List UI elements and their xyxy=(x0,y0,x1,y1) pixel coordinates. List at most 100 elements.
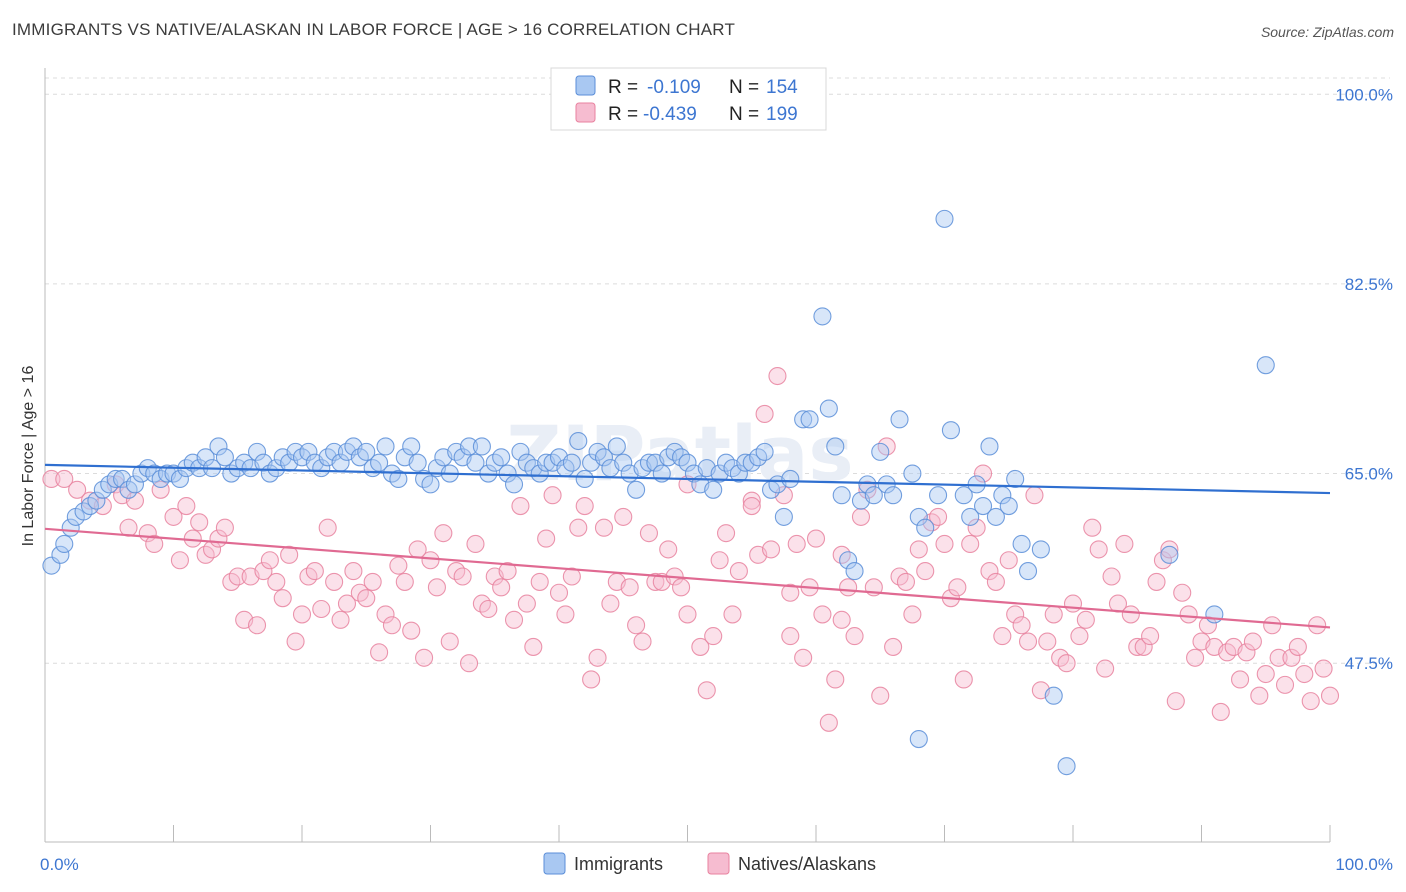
natives-point-153 xyxy=(1083,518,1102,537)
natives-point-162 xyxy=(1141,627,1160,646)
y-tick-label-1: 82.5% xyxy=(1345,275,1393,294)
natives-point-126 xyxy=(909,540,928,559)
natives-point-161 xyxy=(1134,637,1153,656)
y-tick-label-3: 47.5% xyxy=(1345,654,1393,673)
natives-point-160 xyxy=(1128,637,1147,656)
y-tick-label-0: 100.0% xyxy=(1335,85,1393,104)
natives-point-116 xyxy=(845,627,864,646)
x-tick-label-1: 100.0% xyxy=(1335,855,1393,874)
natives-point-15 xyxy=(183,529,202,548)
natives-point-158 xyxy=(1115,534,1134,554)
natives-point-64 xyxy=(498,562,517,581)
immigrants-point-89 xyxy=(614,453,633,472)
immigrants-trend-line xyxy=(44,463,1331,495)
natives-point-194 xyxy=(832,610,851,629)
natives-point-104 xyxy=(768,366,787,386)
natives-point-117 xyxy=(851,507,871,526)
natives-point-154 xyxy=(1089,540,1108,559)
immigrants-point-111 xyxy=(755,442,774,461)
immigrants-point-116 xyxy=(794,410,813,429)
immigrants-point-145 xyxy=(1006,469,1025,489)
source-credit: Source: ZipAtlas.com xyxy=(1260,24,1394,40)
natives-point-13 xyxy=(170,551,189,570)
legend-bottom-label-natives: Natives/Alaskans xyxy=(738,854,876,874)
natives-point-10 xyxy=(145,534,164,554)
natives-point-43 xyxy=(363,572,382,591)
natives-point-34 xyxy=(305,562,324,581)
immigrants-point-135 xyxy=(935,209,954,228)
immigrants-point-134 xyxy=(929,486,948,505)
immigrants-point-71 xyxy=(498,464,517,483)
natives-point-20 xyxy=(215,518,234,537)
immigrants-point-149 xyxy=(1044,686,1063,705)
immigrants-point-130 xyxy=(890,410,909,429)
immigrants-point-88 xyxy=(607,437,626,456)
natives-point-185 xyxy=(1288,637,1307,656)
immigrants-point-42 xyxy=(312,459,331,478)
natives-point-44 xyxy=(370,643,389,662)
natives-point-87 xyxy=(646,572,665,591)
immigrants-points xyxy=(42,209,1275,776)
natives-point-159 xyxy=(1121,605,1140,624)
natives-point-8 xyxy=(125,491,144,510)
legend-swatch-natives xyxy=(575,102,596,123)
immigrants-point-65 xyxy=(459,437,479,456)
natives-point-142 xyxy=(1012,616,1031,635)
natives-point-143 xyxy=(1018,632,1038,651)
immigrants-point-32 xyxy=(247,442,267,461)
immigrants-point-144 xyxy=(999,497,1018,516)
natives-point-12 xyxy=(164,507,183,526)
immigrants-point-107 xyxy=(729,464,748,483)
tick-labels: 100.0% 82.5% 65.0% 47.5% 0.0% 100.0% xyxy=(40,85,1393,874)
immigrants-point-127 xyxy=(871,442,890,461)
natives-point-94 xyxy=(697,681,716,700)
natives-point-49 xyxy=(402,621,421,640)
immigrants-point-126 xyxy=(864,486,883,505)
immigrants-point-93 xyxy=(639,453,659,472)
natives-point-166 xyxy=(1166,692,1185,711)
natives-point-99 xyxy=(729,562,748,581)
natives-point-138 xyxy=(986,572,1005,591)
natives-point-82 xyxy=(614,507,633,526)
legend-n-value-immigrants: 154 xyxy=(766,77,798,98)
natives-point-25 xyxy=(247,616,267,635)
natives-point-14 xyxy=(177,497,196,516)
legend-n-label-immigrants: N = xyxy=(729,77,759,98)
immigrants-point-13 xyxy=(125,475,144,494)
natives-point-16 xyxy=(190,513,209,532)
legend-bottom-swatch-immigrants xyxy=(543,852,566,875)
natives-point-22 xyxy=(228,567,247,586)
natives-point-97 xyxy=(716,524,736,543)
immigrants-point-129 xyxy=(884,486,903,505)
natives-point-132 xyxy=(948,578,967,597)
natives-point-36 xyxy=(318,518,337,537)
natives-point-65 xyxy=(504,610,524,629)
natives-point-151 xyxy=(1070,627,1089,646)
natives-point-89 xyxy=(659,540,678,559)
natives-point-53 xyxy=(427,578,446,597)
natives-point-147 xyxy=(1044,605,1063,624)
natives-point-100 xyxy=(742,491,761,510)
natives-point-77 xyxy=(582,670,601,689)
natives-point-110 xyxy=(806,529,826,548)
immigrants-point-150 xyxy=(1057,757,1076,776)
natives-point-125 xyxy=(903,605,922,624)
natives-point-112 xyxy=(819,713,838,732)
natives-point-183 xyxy=(1275,675,1295,694)
natives-point-178 xyxy=(1243,632,1262,651)
axes xyxy=(44,68,1331,843)
natives-point-113 xyxy=(826,670,845,689)
natives-point-140 xyxy=(999,551,1018,570)
immigrants-point-125 xyxy=(858,475,877,494)
immigrants-point-115 xyxy=(781,469,800,489)
immigrants-point-140 xyxy=(973,497,993,516)
natives-point-168 xyxy=(1179,605,1198,624)
natives-point-61 xyxy=(479,599,498,619)
natives-point-163 xyxy=(1147,572,1166,591)
immigrants-point-123 xyxy=(845,562,864,581)
natives-point-63 xyxy=(492,578,511,597)
natives-point-75 xyxy=(569,518,588,537)
natives-point-120 xyxy=(871,686,890,705)
legend-n-label-natives: N = xyxy=(729,104,759,125)
natives-point-37 xyxy=(325,572,344,591)
